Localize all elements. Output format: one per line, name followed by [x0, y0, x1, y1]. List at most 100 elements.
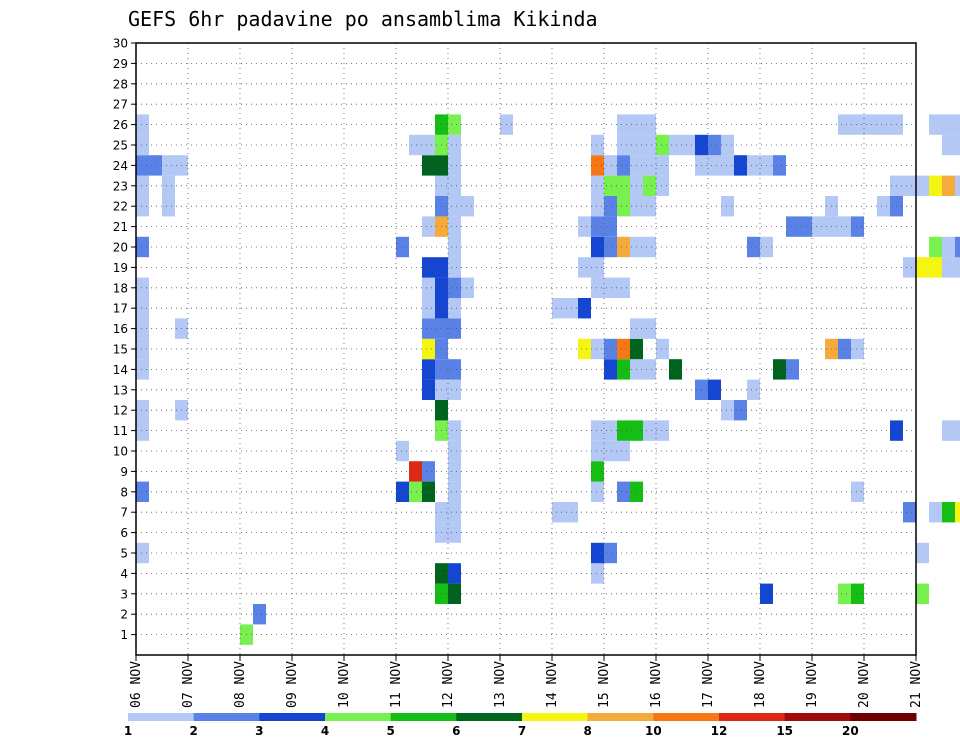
heatmap-cell	[578, 298, 591, 319]
y-tick-label: 12	[113, 404, 128, 418]
heatmap-cell	[617, 236, 630, 258]
heatmap-cell	[604, 216, 617, 237]
heatmap-cell	[734, 400, 747, 421]
heatmap-cell	[448, 155, 461, 176]
heatmap-cells	[136, 114, 960, 645]
heatmap-cell	[916, 175, 929, 196]
heatmap-cell	[669, 134, 682, 156]
colorbar-segment	[390, 713, 457, 721]
heatmap-cell	[747, 236, 760, 258]
heatmap-cell	[656, 420, 669, 441]
y-tick-label: 17	[113, 302, 128, 316]
colorbar-segment	[456, 713, 523, 721]
x-tick-label: 14 NOV	[545, 661, 560, 708]
heatmap-cell	[851, 481, 864, 502]
heatmap-cell	[136, 359, 149, 380]
heatmap-cell	[877, 114, 890, 135]
heatmap-cell	[942, 175, 955, 196]
heatmap-cell	[136, 277, 149, 298]
heatmap-cell	[253, 604, 266, 625]
y-tick-label: 1	[120, 628, 128, 642]
heatmap-cell	[955, 502, 960, 523]
heatmap-cell	[955, 257, 960, 278]
colorbar-segment	[128, 713, 195, 721]
heatmap-cell	[136, 196, 149, 217]
x-tick-label: 15 NOV	[597, 661, 612, 708]
heatmap-cell	[604, 175, 617, 196]
heatmap-cell	[955, 236, 960, 258]
heatmap-cell	[851, 114, 864, 135]
heatmap-cell	[617, 420, 630, 441]
heatmap-cell	[942, 502, 955, 523]
heatmap-cell	[448, 196, 461, 217]
heatmap-cell	[604, 277, 617, 298]
heatmap-cell	[136, 298, 149, 319]
heatmap-cell	[799, 216, 812, 237]
heatmap-cell	[448, 583, 461, 604]
heatmap-cell	[929, 114, 942, 135]
colorbar-segment	[325, 713, 392, 721]
heatmap-cell	[461, 277, 474, 298]
heatmap-cell	[851, 338, 864, 360]
heatmap-cell	[721, 196, 734, 217]
heatmap-cell	[604, 338, 617, 360]
y-tick-label: 22	[113, 200, 128, 214]
heatmap-cell	[422, 338, 435, 360]
heatmap-cell	[708, 155, 721, 176]
heatmap-cell	[448, 175, 461, 196]
heatmap-cell	[617, 338, 630, 360]
heatmap-cell	[409, 481, 422, 502]
colorbar-segment	[587, 713, 654, 721]
x-tick-label: 19 NOV	[805, 661, 820, 708]
colorbar-tick-label: 10	[645, 724, 662, 738]
heatmap-cell	[773, 359, 786, 380]
y-tick-label: 7	[120, 506, 128, 520]
heatmap-cell	[617, 277, 630, 298]
heatmap-cell	[591, 563, 604, 584]
heatmap-cell	[929, 257, 942, 278]
x-tick-label: 06 NOV	[129, 661, 144, 708]
heatmap-cell	[773, 155, 786, 176]
heatmap-cell	[448, 481, 461, 502]
x-tick-label: 13 NOV	[493, 661, 508, 708]
y-tick-label: 14	[113, 363, 128, 377]
heatmap-cell	[708, 379, 721, 400]
heatmap-cell	[643, 114, 656, 135]
heatmap-cell	[604, 542, 617, 564]
colorbar-tick-label: 12	[711, 724, 728, 738]
heatmap-cell	[617, 481, 630, 502]
heatmap-cell	[591, 542, 604, 564]
heatmap-cell	[903, 257, 916, 278]
heatmap-cell	[396, 440, 409, 462]
colorbar-tick-label: 6	[452, 724, 460, 738]
heatmap-cell	[578, 338, 591, 360]
colorbar-tick-label: 1	[124, 724, 132, 738]
heatmap-cell	[448, 318, 461, 339]
y-tick-label: 6	[120, 526, 128, 540]
heatmap-cell	[448, 461, 461, 482]
x-tick-label: 10 NOV	[337, 661, 352, 708]
heatmap-cell	[409, 461, 422, 482]
colorbar-segment	[259, 713, 326, 721]
colorbar-tick-label: 5	[386, 724, 394, 738]
heatmap-cell	[136, 318, 149, 339]
heatmap-cell	[734, 155, 747, 176]
heatmap-cell	[643, 359, 656, 380]
heatmap-cell	[617, 359, 630, 380]
heatmap-cell	[643, 318, 656, 339]
heatmap-cell	[656, 175, 669, 196]
heatmap-cell	[448, 298, 461, 319]
heatmap-cell	[955, 420, 960, 441]
heatmap-cell	[851, 216, 864, 237]
y-tick-label: 21	[113, 220, 128, 234]
heatmap-cell	[903, 502, 916, 523]
heatmap-cell	[747, 155, 760, 176]
heatmap-cell	[617, 114, 630, 135]
heatmap-cell	[448, 134, 461, 156]
heatmap-cell	[838, 583, 851, 604]
heatmap-cell	[422, 461, 435, 482]
heatmap-cell	[591, 257, 604, 278]
heatmap-cell	[422, 359, 435, 380]
heatmap-cell	[552, 502, 565, 523]
heatmap-cell	[942, 420, 955, 441]
